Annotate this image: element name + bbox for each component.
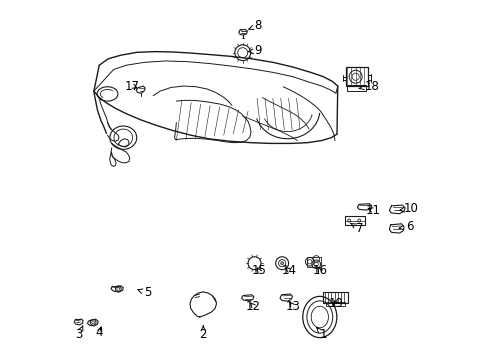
Bar	[346, 85, 366, 91]
Text: 14: 14	[281, 264, 296, 277]
Text: 15: 15	[251, 264, 266, 277]
Text: 5: 5	[138, 287, 151, 300]
Text: 6: 6	[398, 220, 412, 233]
Text: 17: 17	[125, 80, 140, 93]
Text: 19: 19	[328, 297, 343, 310]
Bar	[323, 292, 347, 303]
Circle shape	[280, 262, 283, 265]
Text: 1: 1	[316, 328, 326, 341]
Text: 12: 12	[245, 300, 261, 313]
Bar	[306, 257, 320, 267]
Text: 7: 7	[349, 222, 362, 235]
Bar	[344, 216, 364, 225]
Text: 18: 18	[358, 80, 379, 93]
Text: 4: 4	[95, 326, 103, 339]
Bar	[325, 302, 344, 306]
Text: 9: 9	[248, 44, 262, 57]
Bar	[345, 67, 367, 86]
Text: 10: 10	[399, 202, 418, 215]
Text: 2: 2	[199, 325, 206, 341]
Text: 8: 8	[248, 19, 261, 32]
Text: 16: 16	[312, 264, 326, 277]
Text: 3: 3	[75, 325, 83, 341]
Text: 11: 11	[366, 204, 380, 217]
Text: 13: 13	[285, 300, 300, 313]
